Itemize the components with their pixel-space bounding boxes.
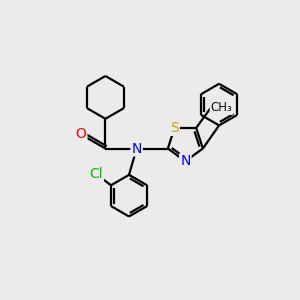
Text: S: S — [170, 121, 179, 135]
Text: O: O — [76, 128, 86, 141]
Text: N: N — [131, 142, 142, 155]
Text: N: N — [180, 154, 190, 168]
Text: CH₃: CH₃ — [211, 101, 232, 114]
Text: Cl: Cl — [89, 167, 103, 181]
